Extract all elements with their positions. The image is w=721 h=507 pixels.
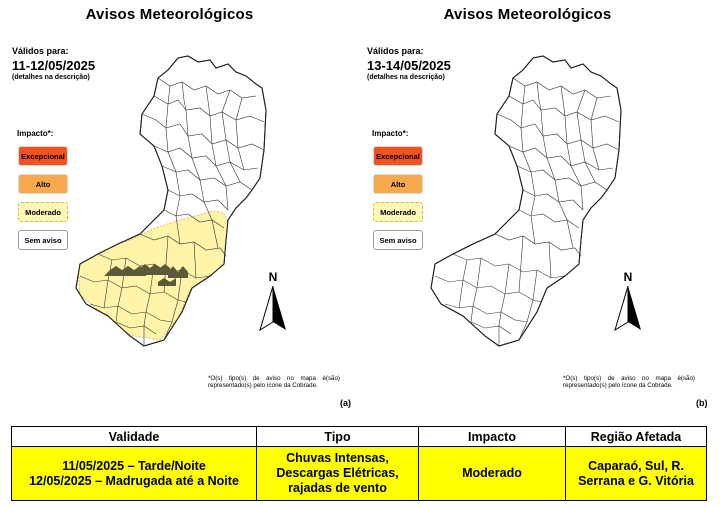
- panel-letter: (a): [340, 398, 351, 408]
- footnote: *O(s) tipo(s) de aviso no mapa é(são) re…: [563, 375, 695, 389]
- municipality-boundary: [518, 209, 580, 229]
- municipality-boundary: [518, 269, 538, 341]
- municipality-boundary: [167, 189, 229, 211]
- municipality-boundary: [434, 275, 542, 303]
- legend-moderado: Moderado: [373, 202, 423, 222]
- municipality-boundary: [576, 89, 596, 183]
- state-map: [430, 55, 622, 347]
- municipality-boundary: [153, 95, 265, 123]
- municipality-boundary: [590, 97, 600, 171]
- municipality-boundary: [496, 113, 620, 151]
- municipality-boundary: [153, 145, 259, 171]
- municipality-boundary: [498, 263, 510, 346]
- storm-icon: [158, 278, 176, 286]
- north-label: N: [623, 270, 633, 284]
- municipality-boundary: [139, 233, 227, 257]
- legend-alto: Alto: [373, 174, 423, 194]
- legend-moderado: Moderado: [18, 202, 68, 222]
- municipality-boundary: [141, 113, 265, 151]
- municipality-boundary: [143, 263, 155, 346]
- legend-excepcional: Excepcional: [373, 146, 423, 166]
- municipality-boundaries: [79, 77, 265, 346]
- panel-title: Avisos Meteorológicos: [443, 6, 612, 23]
- municipality-boundary: [518, 235, 524, 293]
- municipality-boundaries: [434, 77, 620, 346]
- north-arrow: N: [258, 270, 288, 332]
- col-tipo: Tipo: [256, 426, 419, 447]
- cell-tipo: Chuvas Intensas, Descargas Elétricas, ra…: [256, 446, 419, 501]
- impact-legend-title: Impacto*:: [17, 129, 54, 138]
- validade-line: 11/05/2025 – Tarde/Noite: [62, 458, 206, 473]
- state-outline-border: [75, 55, 267, 347]
- map-panel-b: Avisos Meteorológicos Válidos para: 13-1…: [355, 0, 710, 415]
- panel-letter: (b): [696, 398, 708, 408]
- municipality-boundary: [508, 95, 620, 123]
- col-impacto: Impacto: [418, 426, 566, 447]
- valid-date: 11-12/05/2025: [12, 58, 96, 73]
- tipo-line: Descargas Elétricas,: [276, 466, 399, 480]
- municipality-boundary: [163, 269, 183, 341]
- valid-date: 13-14/05/2025: [367, 58, 451, 73]
- municipality-boundary: [470, 321, 512, 335]
- legend-excepcional: Excepcional: [18, 146, 68, 166]
- municipality-boundary: [163, 209, 225, 229]
- impact-legend-title: Impacto*:: [372, 129, 409, 138]
- municipality-boundary: [560, 85, 584, 211]
- alert-area-moderado: [77, 210, 229, 341]
- valid-label: Válidos para:: [12, 46, 69, 56]
- valid-note: (detalhes na descrição): [367, 74, 445, 81]
- municipality-boundary: [470, 257, 482, 323]
- state-outline-border: [430, 55, 622, 347]
- legend-sem-aviso: Sem aviso: [18, 230, 68, 250]
- storm-icon: [168, 266, 188, 278]
- north-arrow: N: [613, 270, 643, 332]
- municipality-boundary: [494, 233, 582, 257]
- municipality-boundary: [79, 275, 187, 303]
- municipality-boundary: [516, 165, 608, 191]
- legend-sem-aviso: Sem aviso: [373, 230, 423, 250]
- municipality-boundary: [181, 81, 219, 249]
- state-map: [75, 55, 267, 347]
- table-row: 11/05/2025 – Tarde/Noite 12/05/2025 – Ma…: [11, 446, 707, 501]
- municipality-boundary: [508, 145, 614, 171]
- north-arrow-icon: [614, 286, 641, 332]
- municipality-boundary: [536, 81, 574, 249]
- municipality-boundary: [235, 97, 245, 171]
- municipality-boundary: [115, 321, 157, 335]
- municipality-boundary: [221, 89, 241, 183]
- tipo-line: Chuvas Intensas,: [286, 451, 389, 465]
- alerts-table: Validade Tipo Impacto Região Afetada 11/…: [11, 426, 707, 501]
- tipo-line: rajadas de vento: [288, 481, 387, 495]
- map-panel-a: Avisos Meteorológicos Válidos para: 11-1…: [0, 0, 355, 415]
- municipality-boundary: [520, 85, 536, 245]
- municipality-boundary: [548, 241, 552, 279]
- storm-icon: [135, 264, 170, 275]
- north-label: N: [268, 270, 278, 284]
- valid-label: Válidos para:: [367, 46, 424, 56]
- regiao-line: Caparaó, Sul, R.: [588, 458, 684, 473]
- municipality-boundary: [165, 85, 181, 245]
- col-regiao: Região Afetada: [565, 426, 707, 447]
- cell-validade: 11/05/2025 – Tarde/Noite 12/05/2025 – Ma…: [11, 446, 257, 501]
- valid-note: (detalhes na descrição): [12, 74, 90, 81]
- panel-title: Avisos Meteorológicos: [85, 6, 254, 23]
- municipality-boundary: [458, 259, 468, 309]
- regiao-line: Serrana e G. Vitória: [578, 473, 694, 488]
- legend-alto: Alto: [18, 174, 68, 194]
- municipality-boundary: [205, 85, 229, 211]
- table-header-row: Validade Tipo Impacto Região Afetada: [11, 426, 707, 447]
- municipality-boundary: [193, 241, 197, 279]
- municipality-boundary: [103, 259, 113, 309]
- cell-impacto: Moderado: [418, 446, 566, 501]
- col-validade: Validade: [11, 426, 257, 447]
- validade-line: 12/05/2025 – Madrugada até a Noite: [29, 473, 239, 488]
- footnote: *O(s) tipo(s) de aviso no mapa é(são) re…: [208, 375, 340, 389]
- north-arrow-icon: [259, 286, 286, 332]
- cobrade-icons: [104, 264, 188, 286]
- cell-regiao: Caparaó, Sul, R. Serrana e G. Vitória: [565, 446, 707, 501]
- municipality-boundary: [522, 189, 584, 211]
- municipality-boundary: [161, 165, 253, 191]
- storm-icon: [104, 266, 146, 276]
